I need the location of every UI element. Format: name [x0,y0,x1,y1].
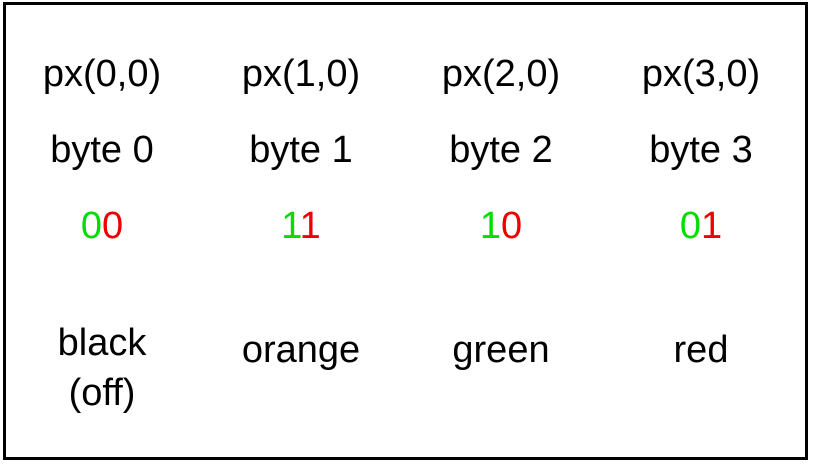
byte-label-0: byte 0 [50,129,154,171]
color-label-0: black (off) [2,318,202,418]
bit-pair-3: 01 [601,204,801,248]
byte-label-2: byte 2 [449,129,553,171]
high-bit-1: 1 [281,205,300,247]
high-bit-3: 0 [679,205,701,247]
color-label-1: orange [241,329,361,371]
pixel-label-1: px(1,0) [241,53,361,95]
color-note-0: (off) [68,372,136,414]
diagram-frame [3,2,808,460]
color-name-0: black [57,322,147,364]
high-bit-0: 0 [80,205,102,247]
pixel-label-2: px(2,0) [441,53,561,95]
pixel-label-3: px(3,0) [641,53,761,95]
color-label-3: red [673,329,729,371]
low-bit-1: 1 [299,205,321,247]
low-bit-2: 0 [501,205,523,247]
high-bit-2: 1 [479,205,501,247]
bit-pair-2: 10 [401,204,601,248]
bit-pair-1: 11 [201,204,401,248]
pixel-label-0: px(0,0) [42,53,162,95]
low-bit-3: 1 [701,205,723,247]
color-label-2: green [452,329,550,371]
byte-label-3: byte 3 [649,129,753,171]
low-bit-0: 0 [102,205,124,247]
bit-pair-0: 00 [2,204,202,248]
byte-label-1: byte 1 [249,129,353,171]
